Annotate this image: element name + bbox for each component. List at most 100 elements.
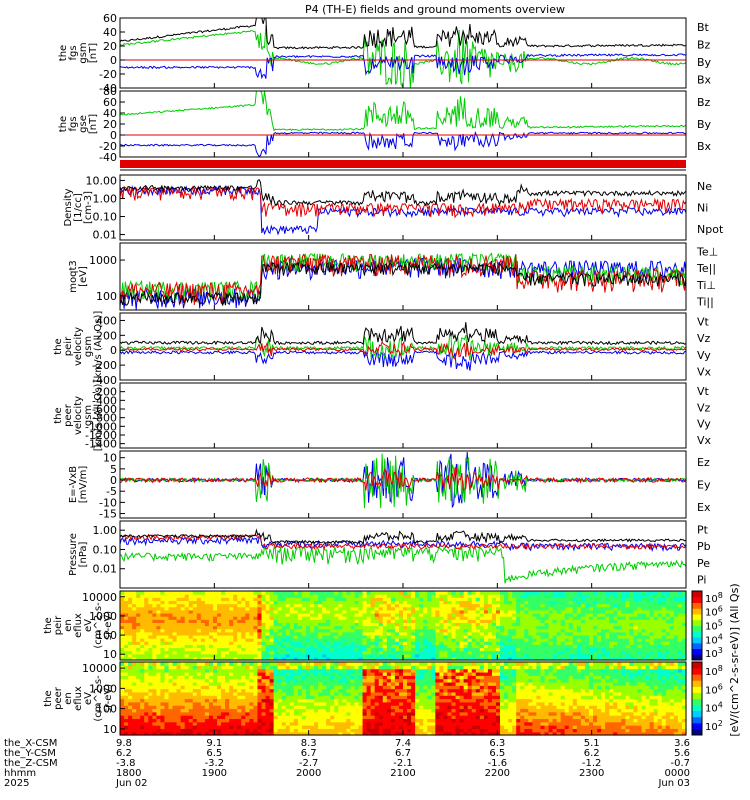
spectrogram-cell bbox=[200, 685, 206, 690]
y-axis-label: E=-VxB [mV/m] bbox=[68, 466, 89, 504]
spectrogram-cell bbox=[593, 656, 598, 661]
spectrogram-cell bbox=[168, 705, 174, 710]
spectrogram-cell bbox=[285, 656, 291, 661]
spectrogram-cell bbox=[249, 609, 255, 614]
spectrogram-cell bbox=[398, 603, 404, 608]
spectrogram-cell bbox=[398, 638, 404, 642]
spectrogram-cell bbox=[649, 597, 655, 602]
spectrogram-cell bbox=[330, 619, 335, 623]
spectrogram-cell bbox=[601, 656, 606, 661]
spectrogram-cell bbox=[394, 603, 400, 608]
spectrogram-cell bbox=[407, 619, 412, 623]
spectrogram-cell bbox=[160, 625, 166, 630]
spectrogram-cell bbox=[188, 656, 194, 661]
spectrogram-cell bbox=[613, 600, 618, 605]
series-pt bbox=[119, 528, 687, 545]
spectrogram-cell bbox=[148, 644, 153, 649]
spectrogram-cell bbox=[188, 698, 194, 703]
spectrogram-cell bbox=[584, 653, 590, 658]
spectrogram-cell bbox=[451, 647, 457, 652]
spectrogram-cell bbox=[580, 603, 586, 608]
spectrogram-cell bbox=[346, 612, 352, 617]
spectrogram-cell bbox=[504, 603, 509, 608]
spectrogram-cell bbox=[423, 616, 428, 620]
legend-entry: Bz bbox=[697, 38, 711, 51]
spectrogram-cell bbox=[326, 678, 331, 683]
spectrogram-cell bbox=[524, 641, 529, 645]
spectrogram-cell bbox=[362, 688, 368, 693]
spectrogram-cell bbox=[168, 628, 174, 633]
spectrogram-cell bbox=[200, 675, 206, 680]
spectrogram-cell bbox=[584, 634, 590, 639]
spectrogram-cell bbox=[447, 638, 453, 642]
spectrogram-cell bbox=[524, 625, 529, 630]
spectrogram-cell bbox=[362, 701, 368, 706]
spectrogram-cell bbox=[217, 731, 222, 736]
spectrogram-cell bbox=[120, 612, 125, 617]
spectrogram-cell bbox=[265, 591, 271, 595]
spectrogram-cell bbox=[475, 594, 481, 598]
spectrogram-cell bbox=[665, 647, 671, 652]
spectrogram-cell bbox=[601, 625, 606, 630]
spectrogram-cell bbox=[164, 685, 170, 690]
spectrogram-cell bbox=[645, 656, 651, 661]
spectrogram-cell bbox=[378, 628, 384, 633]
spectrogram-cell bbox=[277, 705, 283, 710]
spectrogram-cell bbox=[407, 715, 412, 720]
spectrogram-cell bbox=[305, 641, 311, 645]
spectrogram-cell bbox=[144, 628, 149, 633]
spectrogram-cell bbox=[241, 616, 246, 620]
spectrogram-cell bbox=[233, 600, 238, 605]
spectrogram-cell bbox=[362, 668, 368, 673]
spectrogram-cell bbox=[580, 597, 586, 602]
spectrogram-cell bbox=[415, 718, 420, 723]
spectrogram-cell bbox=[318, 695, 323, 700]
spectrogram-cell bbox=[314, 681, 319, 686]
spectrogram-cell bbox=[483, 591, 489, 595]
spectrogram-cell bbox=[463, 591, 469, 595]
spectrogram-cell bbox=[366, 701, 372, 706]
spectrogram-cell bbox=[407, 695, 412, 700]
spectrogram-cell bbox=[330, 612, 335, 617]
spectrogram-cell bbox=[237, 653, 242, 658]
spectrogram-cell bbox=[281, 731, 287, 736]
spectrogram-cell bbox=[593, 650, 598, 655]
spectrogram-cell bbox=[289, 715, 295, 720]
spectrogram-cell bbox=[261, 641, 267, 645]
spectrogram-cell bbox=[382, 695, 388, 700]
spectrogram-cell bbox=[386, 675, 392, 680]
spectrogram-cell bbox=[366, 708, 372, 713]
spectrogram-cell bbox=[334, 681, 339, 686]
spectrogram-cell bbox=[229, 631, 234, 636]
series-bx bbox=[119, 130, 687, 158]
spectrogram-cell bbox=[237, 715, 242, 720]
spectrogram-cell bbox=[128, 728, 133, 733]
spectrogram-cell bbox=[269, 638, 275, 642]
spectrogram-cell bbox=[221, 634, 226, 639]
spectrogram-cell bbox=[132, 662, 137, 666]
spectrogram-cell bbox=[233, 688, 238, 693]
spectrogram-cell bbox=[245, 668, 250, 673]
spectrogram-cell bbox=[225, 665, 230, 670]
spectrogram-cell bbox=[160, 641, 166, 645]
spectrogram-cell bbox=[463, 656, 469, 661]
spectrogram-cell bbox=[164, 695, 170, 700]
spectrogram-cell bbox=[156, 685, 162, 690]
spectrogram-cell bbox=[423, 609, 428, 614]
spectrogram-cell bbox=[447, 622, 453, 627]
spectrogram-cell bbox=[540, 641, 546, 645]
spectrogram-cell bbox=[572, 591, 578, 595]
spectrogram-cell bbox=[463, 622, 469, 627]
spectrogram-cell bbox=[257, 622, 263, 627]
spectrogram-cell bbox=[322, 711, 327, 716]
spectrogram-cell bbox=[305, 718, 311, 723]
spectrogram-cell bbox=[326, 609, 331, 614]
spectrogram-cell bbox=[415, 638, 420, 642]
spectrogram-cell bbox=[293, 718, 299, 723]
spectrogram-cell bbox=[305, 631, 311, 636]
spectrogram-cell bbox=[653, 641, 659, 645]
spectrogram-cell bbox=[576, 638, 582, 642]
spectrogram-cell bbox=[338, 668, 343, 673]
spectrogram-cell bbox=[455, 644, 461, 649]
spectrogram-cell bbox=[516, 616, 521, 620]
